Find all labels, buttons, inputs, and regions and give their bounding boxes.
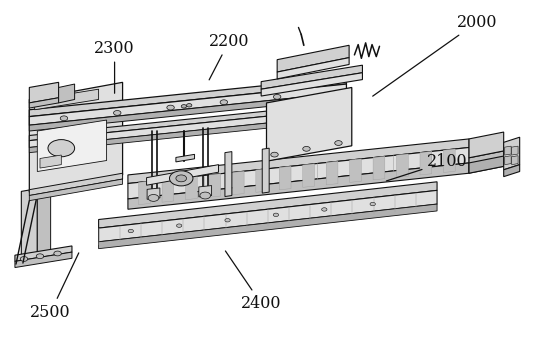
Polygon shape — [59, 84, 75, 103]
Circle shape — [225, 218, 230, 222]
Polygon shape — [99, 190, 437, 242]
Polygon shape — [29, 82, 123, 192]
Polygon shape — [35, 89, 99, 110]
Text: 2000: 2000 — [373, 14, 497, 96]
Polygon shape — [29, 173, 123, 196]
Circle shape — [176, 224, 182, 227]
Polygon shape — [469, 151, 504, 173]
Polygon shape — [29, 115, 346, 153]
Circle shape — [169, 171, 193, 186]
Text: 2500: 2500 — [30, 253, 79, 321]
Circle shape — [271, 152, 278, 157]
Circle shape — [370, 202, 375, 206]
Polygon shape — [469, 156, 504, 173]
Polygon shape — [139, 181, 150, 205]
Polygon shape — [505, 156, 511, 165]
Polygon shape — [303, 164, 314, 187]
Polygon shape — [209, 174, 221, 197]
Circle shape — [114, 110, 121, 115]
Polygon shape — [29, 98, 59, 108]
Circle shape — [60, 116, 68, 121]
Polygon shape — [147, 188, 160, 199]
Circle shape — [335, 141, 342, 145]
Polygon shape — [326, 161, 338, 185]
Polygon shape — [504, 165, 520, 177]
Polygon shape — [469, 132, 504, 158]
Polygon shape — [443, 149, 455, 173]
Polygon shape — [262, 148, 269, 193]
Polygon shape — [29, 84, 346, 125]
Circle shape — [176, 175, 187, 182]
Polygon shape — [37, 187, 51, 255]
Polygon shape — [29, 93, 346, 131]
Polygon shape — [15, 252, 72, 268]
Polygon shape — [37, 120, 107, 172]
Polygon shape — [29, 179, 123, 201]
Polygon shape — [185, 176, 197, 200]
Polygon shape — [29, 108, 346, 147]
Polygon shape — [225, 152, 232, 197]
Circle shape — [187, 104, 192, 107]
Polygon shape — [397, 154, 408, 177]
Polygon shape — [99, 204, 437, 249]
Polygon shape — [162, 179, 174, 202]
Polygon shape — [147, 165, 219, 185]
Polygon shape — [350, 159, 361, 182]
Polygon shape — [29, 103, 346, 141]
Text: 2100: 2100 — [386, 153, 468, 181]
Circle shape — [220, 100, 228, 105]
Circle shape — [273, 94, 281, 99]
Circle shape — [303, 146, 310, 151]
Polygon shape — [199, 186, 212, 197]
Circle shape — [36, 254, 44, 259]
Polygon shape — [29, 82, 59, 103]
Polygon shape — [512, 156, 518, 165]
Circle shape — [54, 251, 61, 256]
Text: 2200: 2200 — [209, 33, 249, 80]
Circle shape — [148, 194, 159, 201]
Polygon shape — [261, 65, 362, 89]
Circle shape — [20, 257, 28, 261]
Circle shape — [128, 229, 133, 233]
Text: 2400: 2400 — [225, 251, 281, 312]
Polygon shape — [266, 87, 352, 161]
Polygon shape — [277, 58, 349, 79]
Polygon shape — [373, 156, 385, 180]
Polygon shape — [21, 189, 37, 257]
Circle shape — [321, 208, 327, 211]
Polygon shape — [261, 73, 362, 96]
Polygon shape — [505, 146, 511, 155]
Polygon shape — [40, 155, 61, 168]
Polygon shape — [176, 154, 195, 162]
Polygon shape — [277, 45, 349, 72]
Polygon shape — [279, 166, 291, 190]
Polygon shape — [128, 163, 469, 209]
Polygon shape — [504, 137, 520, 170]
Circle shape — [181, 105, 187, 108]
Polygon shape — [420, 151, 432, 175]
Polygon shape — [15, 246, 72, 261]
Polygon shape — [256, 169, 268, 192]
Polygon shape — [128, 139, 469, 184]
Polygon shape — [232, 171, 244, 195]
Polygon shape — [29, 77, 346, 117]
Text: 2300: 2300 — [94, 39, 135, 93]
Polygon shape — [99, 182, 437, 228]
Circle shape — [200, 192, 211, 199]
Circle shape — [48, 140, 75, 157]
Polygon shape — [128, 147, 469, 199]
Circle shape — [273, 213, 279, 216]
Circle shape — [167, 105, 174, 110]
Polygon shape — [512, 146, 518, 155]
